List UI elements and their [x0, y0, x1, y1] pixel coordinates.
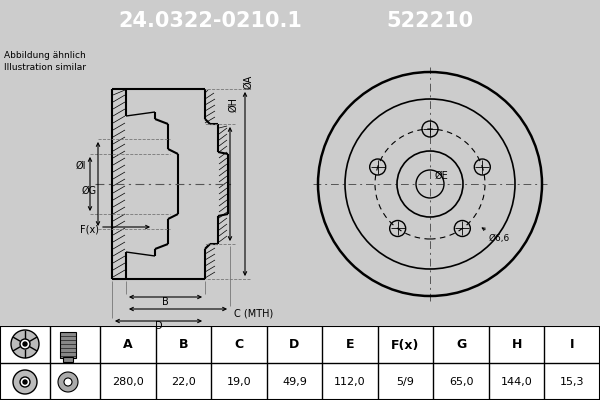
Circle shape: [64, 378, 72, 386]
Circle shape: [23, 380, 27, 384]
Text: B: B: [179, 338, 188, 352]
Text: E: E: [346, 338, 354, 352]
Circle shape: [13, 370, 37, 394]
Bar: [60, 332, 76, 358]
Text: 522210: 522210: [386, 11, 473, 31]
Bar: [63, 357, 73, 362]
Text: 65,0: 65,0: [449, 377, 473, 387]
Circle shape: [23, 342, 27, 346]
Text: 24.0322-0210.1: 24.0322-0210.1: [118, 11, 302, 31]
Text: H: H: [511, 338, 522, 352]
Text: B: B: [162, 297, 169, 307]
Text: ØI: ØI: [76, 161, 86, 171]
Text: F(x): F(x): [391, 338, 420, 352]
Text: 49,9: 49,9: [282, 377, 307, 387]
Text: ØG: ØG: [82, 186, 97, 196]
Circle shape: [20, 377, 30, 387]
Text: ØH: ØH: [228, 97, 238, 112]
Text: Abbildung ähnlich: Abbildung ähnlich: [4, 51, 86, 60]
Circle shape: [11, 330, 39, 358]
Text: ØA: ØA: [243, 75, 253, 89]
Circle shape: [58, 372, 78, 392]
Text: ØE: ØE: [435, 171, 449, 181]
Text: C (MTH): C (MTH): [234, 308, 273, 318]
Text: 19,0: 19,0: [227, 377, 251, 387]
Text: G: G: [456, 338, 466, 352]
Text: C: C: [235, 338, 244, 352]
Text: 112,0: 112,0: [334, 377, 366, 387]
Text: 144,0: 144,0: [501, 377, 533, 387]
Text: D: D: [155, 321, 163, 331]
Text: 22,0: 22,0: [171, 377, 196, 387]
Text: D: D: [289, 338, 299, 352]
Text: I: I: [570, 338, 574, 352]
Text: 5/9: 5/9: [397, 377, 415, 387]
Text: Ø6,6: Ø6,6: [482, 228, 510, 243]
Text: F(x): F(x): [80, 224, 99, 234]
Text: 15,3: 15,3: [560, 377, 584, 387]
Text: Illustration similar: Illustration similar: [4, 63, 86, 72]
Circle shape: [20, 339, 30, 349]
Text: A: A: [123, 338, 133, 352]
Text: 280,0: 280,0: [112, 377, 143, 387]
